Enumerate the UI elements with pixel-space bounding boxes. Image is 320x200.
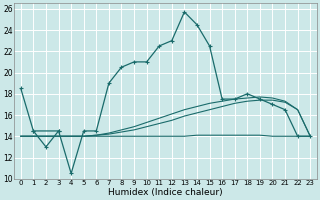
X-axis label: Humidex (Indice chaleur): Humidex (Indice chaleur): [108, 188, 223, 197]
